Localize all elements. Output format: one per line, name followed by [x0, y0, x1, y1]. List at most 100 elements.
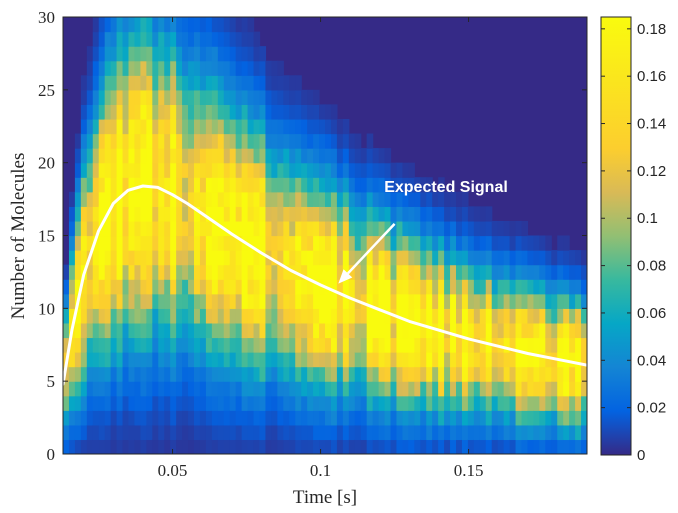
heatmap-cell — [283, 352, 290, 368]
heatmap-cell — [110, 46, 118, 62]
heatmap-cell — [384, 250, 392, 266]
heatmap-cell — [176, 133, 183, 149]
heatmap-cell — [110, 439, 118, 454]
heatmap-cell — [414, 308, 421, 324]
heatmap-cell — [432, 220, 439, 237]
heatmap-cell — [74, 162, 82, 178]
heatmap-cell — [295, 118, 302, 135]
heatmap-cell — [211, 381, 219, 397]
heatmap-cell — [92, 31, 100, 47]
heatmap-cell — [461, 352, 469, 368]
heatmap-cell — [307, 118, 314, 135]
heatmap-cell — [122, 264, 130, 280]
heatmap-cell — [384, 220, 392, 237]
heatmap-cell — [223, 293, 231, 309]
heatmap-cell — [497, 381, 505, 397]
heatmap-cell — [408, 395, 415, 411]
heatmap-cell — [194, 118, 201, 135]
heatmap-cell — [569, 337, 576, 353]
heatmap-cell — [104, 75, 112, 91]
heatmap-cell — [164, 410, 171, 426]
heatmap-cell — [289, 191, 296, 207]
heatmap-cell — [539, 424, 546, 441]
heatmap-cell — [348, 235, 356, 251]
heatmap-cell — [521, 264, 529, 280]
heatmap-cell — [366, 366, 374, 382]
heatmap-cell — [521, 235, 529, 251]
heatmap-cell — [575, 366, 582, 382]
heatmap-cell — [164, 177, 171, 193]
heatmap-cell — [199, 352, 207, 368]
heatmap-cell — [330, 352, 338, 368]
heatmap-cell — [205, 250, 213, 266]
heatmap-cell — [277, 104, 284, 120]
heatmap-cell — [569, 366, 576, 382]
heatmap-cell — [122, 250, 130, 266]
heatmap-cell — [360, 206, 368, 222]
heatmap-cell — [313, 279, 320, 295]
heatmap-cell — [336, 118, 344, 135]
heatmap-cell — [158, 46, 165, 62]
heatmap-cell — [122, 31, 130, 47]
heatmap-cell — [581, 293, 587, 309]
heatmap-cell — [217, 162, 225, 178]
heatmap-cell — [360, 191, 368, 207]
heatmap-cell — [366, 322, 374, 339]
heatmap-cell — [98, 293, 106, 309]
heatmap-cell — [307, 104, 314, 120]
heatmap-cell — [301, 366, 308, 382]
heatmap-cell — [217, 191, 225, 207]
heatmap-cell — [253, 337, 261, 353]
heatmap-cell — [557, 395, 564, 411]
heatmap-cell — [348, 293, 356, 309]
heatmap-cell — [158, 104, 165, 120]
heatmap-cell — [408, 293, 415, 309]
heatmap-cell — [211, 17, 219, 33]
heatmap-cell — [330, 162, 338, 178]
heatmap-cell — [259, 293, 267, 309]
heatmap-cell — [235, 133, 243, 149]
heatmap-cell — [467, 424, 475, 441]
heatmap-cell — [283, 322, 290, 339]
heatmap-cell — [289, 308, 296, 324]
heatmap-cell — [176, 424, 183, 441]
heatmap-cell — [581, 410, 587, 426]
heatmap-cell — [122, 293, 130, 309]
heatmap-cell — [116, 104, 124, 120]
heatmap-cell — [402, 308, 409, 324]
heatmap-cell — [170, 60, 177, 76]
heatmap-cell — [473, 395, 481, 411]
heatmap-cell — [289, 293, 296, 309]
heatmap-cell — [384, 235, 392, 251]
heatmap-cell — [348, 191, 356, 207]
heatmap-cell — [509, 250, 517, 266]
heatmap-cell — [313, 148, 320, 164]
heatmap-cell — [390, 410, 398, 426]
heatmap-cell — [426, 235, 433, 251]
heatmap-cell — [319, 322, 326, 339]
heatmap-cell — [92, 235, 100, 251]
heatmap-cell — [527, 293, 534, 309]
heatmap-cell — [199, 46, 207, 62]
heatmap-cell — [420, 308, 427, 324]
heatmap-cell — [104, 439, 112, 454]
heatmap-cell — [199, 31, 207, 47]
heatmap-cell — [80, 337, 88, 353]
heatmap-cell — [319, 395, 326, 411]
heatmap-cell — [158, 75, 165, 91]
heatmap-cell — [402, 410, 409, 426]
heatmap-cell — [116, 31, 124, 47]
x-axis: 0.05 0.1 0.15 — [158, 17, 483, 480]
heatmap-cell — [467, 381, 475, 397]
heatmap-cell — [164, 133, 171, 149]
heatmap-cell — [116, 439, 124, 454]
heatmap-cell — [140, 439, 147, 454]
heatmap-cell — [104, 133, 112, 149]
heatmap-cell — [569, 279, 576, 295]
heatmap-cell — [277, 366, 284, 382]
heatmap-cell — [247, 235, 255, 251]
heatmap-cell — [479, 337, 487, 353]
y-tick-label: 20 — [38, 154, 55, 173]
heatmap-cell — [205, 118, 213, 135]
heatmap-cell — [295, 279, 302, 295]
